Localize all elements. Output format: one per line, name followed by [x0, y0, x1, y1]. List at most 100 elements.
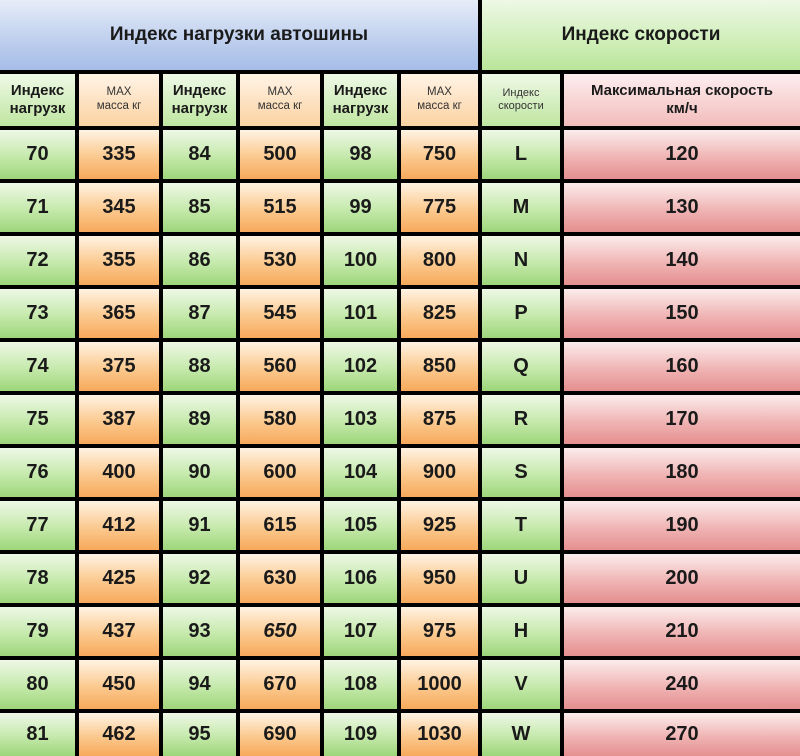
header-line: масса кг: [96, 100, 142, 112]
header-line: MAX: [427, 86, 452, 99]
max-mass-header: MAX масса кг: [79, 74, 159, 126]
load-index-cell: 87: [163, 289, 236, 338]
load-index-cell: 93: [163, 607, 236, 656]
max-speed-cell: 210: [564, 607, 800, 656]
max-speed-cell: 150: [564, 289, 800, 338]
load-index-cell: 107: [324, 607, 397, 656]
header-line: масса кг: [417, 100, 462, 112]
header-line: Индекс: [502, 86, 540, 99]
header-line: Индекс: [172, 82, 227, 99]
load-index-cell: 94: [163, 660, 236, 709]
load-index-cell: 104: [324, 448, 397, 497]
load-index-cell: 99: [324, 183, 397, 232]
load-index-cell: 95: [163, 713, 236, 756]
header-line: нагрузк: [171, 100, 228, 117]
max-speed-cell: 120: [564, 130, 800, 179]
speed-index-cell: P: [482, 289, 560, 338]
load-index-cell: 103: [324, 395, 397, 444]
max-mass-cell: 412: [79, 501, 159, 550]
max-speed-cell: 200: [564, 554, 800, 603]
speed-index-cell: S: [482, 448, 560, 497]
max-mass-cell: 630: [240, 554, 320, 603]
max-mass-cell: 825: [401, 289, 478, 338]
max-speed-cell: 180: [564, 448, 800, 497]
max-mass-cell: 690: [240, 713, 320, 756]
header-line: нагрузк: [332, 100, 389, 117]
load-index-cell: 88: [163, 342, 236, 391]
max-mass-cell: 560: [240, 342, 320, 391]
max-mass-cell: 437: [79, 607, 159, 656]
speed-index-cell: U: [482, 554, 560, 603]
max-speed-cell: 240: [564, 660, 800, 709]
load-index-cell: 106: [324, 554, 397, 603]
max-mass-cell: 387: [79, 395, 159, 444]
header-line: масса кг: [257, 100, 303, 112]
max-mass-cell: 345: [79, 183, 159, 232]
max-mass-cell: 670: [240, 660, 320, 709]
load-index-cell: 101: [324, 289, 397, 338]
max-speed-cell: 190: [564, 501, 800, 550]
header-line: нагрузк: [9, 100, 66, 117]
load-index-cell: 102: [324, 342, 397, 391]
speed-index-cell: V: [482, 660, 560, 709]
max-mass-cell: 875: [401, 395, 478, 444]
speed-index-cell: Q: [482, 342, 560, 391]
speed-index-cell: W: [482, 713, 560, 756]
header-line: Индекс: [10, 82, 65, 99]
load-index-cell: 86: [163, 236, 236, 285]
load-index-cell: 105: [324, 501, 397, 550]
max-mass-cell: 515: [240, 183, 320, 232]
load-index-header: Индекс нагрузк: [324, 74, 397, 126]
max-mass-cell: 850: [401, 342, 478, 391]
max-mass-cell: 1000: [401, 660, 478, 709]
load-index-cell: 74: [0, 342, 75, 391]
load-index-cell: 84: [163, 130, 236, 179]
load-index-cell: 109: [324, 713, 397, 756]
speed-index-header: Индекс скорости: [482, 74, 560, 126]
load-index-cell: 108: [324, 660, 397, 709]
max-mass-cell: 545: [240, 289, 320, 338]
max-mass-cell: 425: [79, 554, 159, 603]
max-mass-cell: 925: [401, 501, 478, 550]
load-index-cell: 81: [0, 713, 75, 756]
max-speed-header: Максимальная скорость км/ч: [564, 74, 800, 126]
load-index-header: Индекс нагрузк: [163, 74, 236, 126]
speed-index-cell: M: [482, 183, 560, 232]
speed-index-cell: H: [482, 607, 560, 656]
max-mass-cell: 462: [79, 713, 159, 756]
header-line: Индекс: [333, 82, 388, 99]
max-mass-cell: 975: [401, 607, 478, 656]
load-index-header: Индекс нагрузк: [0, 74, 75, 126]
max-mass-cell: 615: [240, 501, 320, 550]
speed-index-cell: L: [482, 130, 560, 179]
load-index-cell: 76: [0, 448, 75, 497]
header-line: км/ч: [666, 100, 698, 117]
load-index-cell: 85: [163, 183, 236, 232]
max-speed-cell: 270: [564, 713, 800, 756]
load-index-banner: Индекс нагрузки автошины: [0, 0, 478, 70]
max-speed-cell: 140: [564, 236, 800, 285]
max-mass-cell: 600: [240, 448, 320, 497]
header-line: Максимальная скорость: [590, 82, 774, 99]
max-speed-cell: 160: [564, 342, 800, 391]
max-mass-cell: 365: [79, 289, 159, 338]
max-mass-cell: 800: [401, 236, 478, 285]
load-index-cell: 71: [0, 183, 75, 232]
max-mass-cell: 400: [79, 448, 159, 497]
max-mass-cell: 530: [240, 236, 320, 285]
load-index-cell: 77: [0, 501, 75, 550]
speed-index-cell: T: [482, 501, 560, 550]
max-mass-cell: 500: [240, 130, 320, 179]
load-index-cell: 78: [0, 554, 75, 603]
load-index-cell: 80: [0, 660, 75, 709]
max-mass-cell: 650: [240, 607, 320, 656]
max-mass-cell: 750: [401, 130, 478, 179]
header-line: MAX: [106, 86, 132, 99]
load-index-cell: 98: [324, 130, 397, 179]
load-index-cell: 90: [163, 448, 236, 497]
header-line: MAX: [267, 86, 293, 99]
max-mass-cell: 335: [79, 130, 159, 179]
max-mass-cell: 1030: [401, 713, 478, 756]
load-index-cell: 92: [163, 554, 236, 603]
max-mass-cell: 580: [240, 395, 320, 444]
